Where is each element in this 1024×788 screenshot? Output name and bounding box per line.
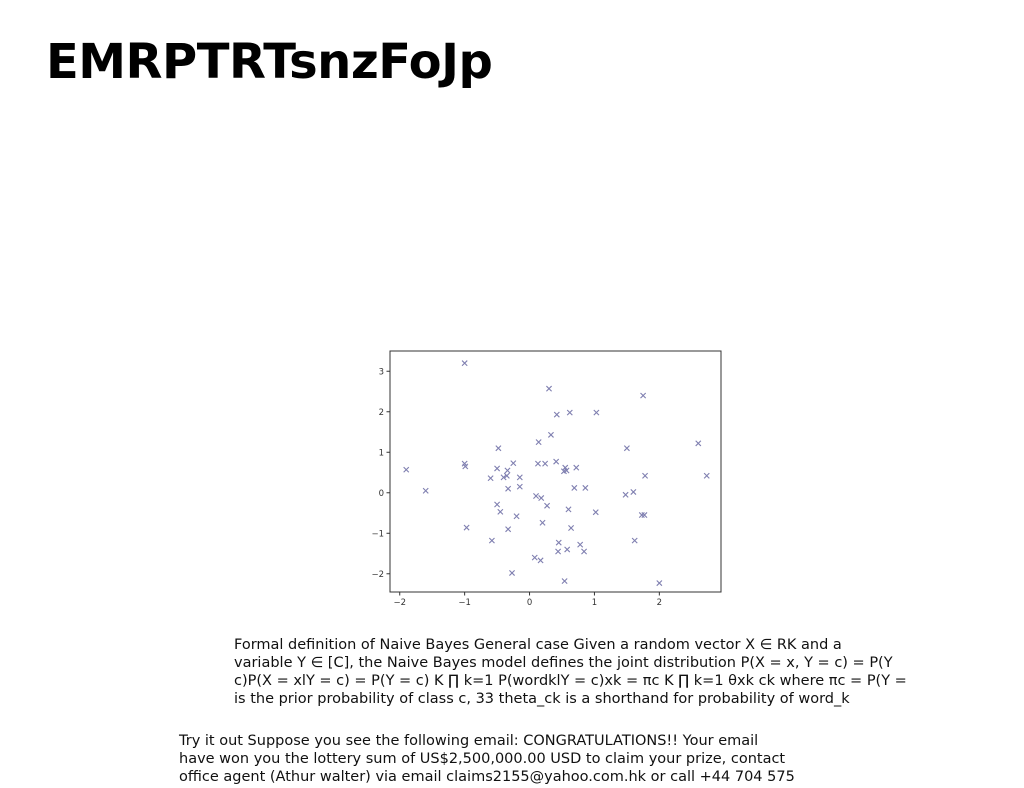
- scatter-point: [553, 458, 560, 465]
- scatter-point: [565, 506, 572, 513]
- y-tick-label: 1: [379, 448, 384, 458]
- scatter-point: [555, 539, 562, 546]
- scatter-point: [555, 548, 562, 555]
- scatter-point: [571, 484, 578, 491]
- scatter-point: [581, 548, 588, 555]
- scatter-points: [403, 360, 710, 587]
- scatter-point: [641, 512, 648, 519]
- y-tick-label: −2: [371, 570, 384, 580]
- scatter-plot-svg: −2 −1 0 1 2 −2 −1 0 1 2 3: [371, 350, 722, 608]
- scatter-point: [542, 460, 549, 467]
- scatter-point: [538, 495, 545, 502]
- scatter-point: [642, 472, 649, 479]
- slide-title: EMRPTRTsnzFoJp: [46, 34, 493, 90]
- text-line: Formal definition of Naive Bayes General…: [234, 637, 842, 653]
- scatter-point: [462, 463, 469, 470]
- scatter-point: [494, 501, 501, 508]
- scatter-point: [566, 409, 573, 416]
- scatter-point: [463, 524, 470, 531]
- scatter-point: [495, 445, 502, 452]
- plot-frame: [389, 350, 722, 593]
- scatter-point: [533, 493, 540, 499]
- text-line: office agent (Athur walter) via email cl…: [179, 769, 795, 785]
- x-tick-label: 1: [592, 598, 597, 608]
- scatter-point: [561, 578, 568, 585]
- y-tick-label: 3: [379, 367, 384, 377]
- scatter-point: [695, 440, 702, 447]
- scatter-point: [631, 537, 638, 544]
- scatter-point: [494, 465, 501, 472]
- scatter-chart: −2 −1 0 1 2 −2 −1 0 1 2 3: [360, 340, 740, 615]
- scatter-point: [582, 484, 589, 491]
- scatter-point: [487, 475, 494, 482]
- x-tick-label: 0: [527, 598, 532, 608]
- scatter-point: [505, 526, 512, 533]
- scatter-point: [539, 519, 546, 526]
- scatter-point: [497, 508, 504, 515]
- scatter-point: [640, 392, 647, 399]
- scatter-point: [488, 537, 495, 544]
- scatter-point: [516, 483, 523, 490]
- scatter-point: [563, 467, 570, 474]
- scatter-point: [516, 474, 523, 481]
- scatter-point: [573, 464, 580, 471]
- x-tick-label: −1: [458, 598, 471, 608]
- scatter-point: [547, 431, 554, 438]
- scatter-point: [504, 467, 511, 474]
- scatter-point: [593, 409, 600, 416]
- scatter-point: [534, 460, 541, 467]
- x-tick-label: 2: [657, 598, 662, 608]
- scatter-point: [623, 445, 630, 452]
- scatter-point: [531, 554, 538, 561]
- scatter-point: [577, 541, 584, 548]
- scatter-point: [513, 513, 520, 520]
- scatter-point: [509, 569, 516, 576]
- try-it-out-text: Try it out Suppose you see the following…: [179, 732, 795, 786]
- y-axis: −2 −1 0 1 2 3: [371, 367, 390, 580]
- scatter-point: [638, 512, 645, 519]
- x-axis: −2 −1 0 1 2: [393, 592, 662, 608]
- naive-bayes-definition-text: Formal definition of Naive Bayes General…: [234, 636, 907, 708]
- scatter-point: [703, 472, 710, 479]
- scatter-point: [500, 474, 507, 481]
- scatter-point: [568, 525, 575, 531]
- scatter-point: [537, 557, 544, 564]
- scatter-point: [403, 466, 410, 473]
- scatter-point: [546, 385, 552, 392]
- y-tick-label: 2: [379, 408, 384, 418]
- scatter-point: [630, 488, 637, 495]
- scatter-point: [544, 502, 551, 509]
- scatter-point: [510, 460, 517, 467]
- scatter-point: [656, 580, 663, 587]
- y-tick-label: −1: [371, 529, 384, 539]
- x-tick-label: −2: [393, 598, 406, 608]
- text-line: Try it out Suppose you see the following…: [179, 733, 759, 749]
- scatter-point: [422, 487, 429, 494]
- text-line: variable Y ∈ [C], the Naive Bayes model …: [234, 655, 893, 671]
- scatter-point: [622, 491, 629, 498]
- scatter-point: [553, 411, 560, 418]
- scatter-point: [505, 485, 512, 492]
- scatter-point: [461, 360, 468, 367]
- scatter-point: [592, 509, 599, 516]
- scatter-point: [503, 472, 510, 479]
- text-line: have won you the lottery sum of US$2,500…: [179, 751, 786, 767]
- text-line: is the prior probability of class c, 33 …: [234, 691, 850, 707]
- scatter-point: [535, 439, 542, 446]
- y-tick-label: 0: [379, 489, 384, 499]
- text-line: c)P(X = xlY = c) = P(Y = c) K ∏ k=1 P(wo…: [234, 673, 907, 689]
- scatter-point: [564, 546, 571, 553]
